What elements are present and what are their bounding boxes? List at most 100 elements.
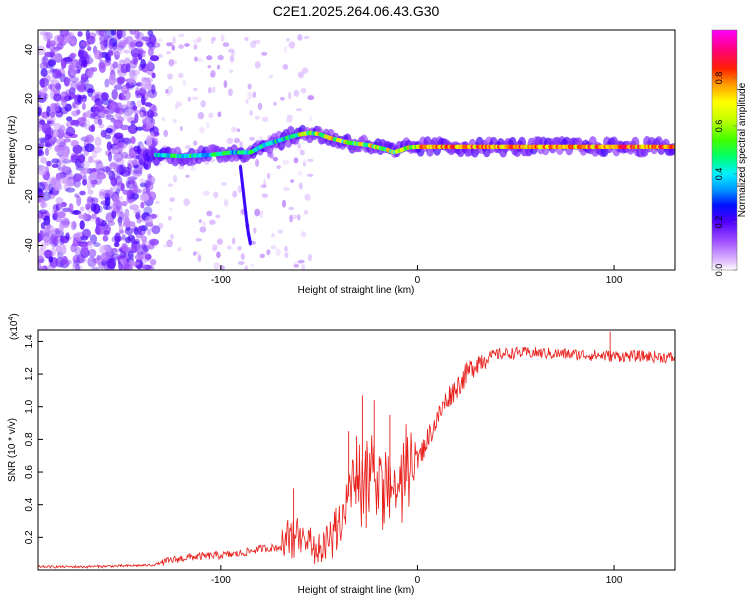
spectrogram-x-label: Height of straight line (km) [298,285,415,296]
spectrogram-cell [135,166,145,172]
spectrogram-cell [193,87,198,92]
spectrogram-cell [87,189,94,195]
spectrogram-cell [194,56,198,62]
spectrogram-cell [207,64,212,69]
spectrogram-cell [76,84,87,93]
spectrogram-cell [67,32,75,41]
spectrogram-cell [133,145,140,152]
spectrogram-cell [114,232,121,244]
spectrogram-cell [261,51,268,56]
spectrogram-cell [120,170,131,177]
colorbar-frame [711,29,738,271]
spectrogram-cell [255,158,260,167]
spectrogram-cell [135,126,144,131]
spectrogram-y-ticks: -40 -20 0 20 40 [24,44,43,253]
spectrogram-cell [86,196,92,206]
spectrogram-cell [88,125,95,132]
spectrogram-cell [91,150,98,159]
spectrogram-cell [66,116,73,122]
spectrogram-cell [81,145,87,152]
colorbar: 0.0 0.2 0.4 0.6 0.8 Normalized spectral ampl… [711,29,748,277]
spectrogram-cell [168,58,175,67]
spectrogram-cell [93,91,103,97]
spectrogram-cell [79,190,86,196]
spectrogram-cell [113,152,124,162]
spectrogram-cell [40,201,48,209]
spectrogram-cell [148,191,157,201]
spectrogram-cell [271,233,275,238]
spectrogram-cell [136,219,142,224]
spectrogram-cell [53,93,62,102]
spectrogram-cell [107,151,113,162]
spectrogram-cell [260,184,267,189]
spectrogram-cell [65,126,76,137]
spectrogram-cell [208,112,214,119]
spectrogram-cell [200,100,206,108]
spectrogram-cell [63,138,71,143]
spectrogram-cell [38,266,47,270]
spectrogram-cell [139,182,147,188]
colorbar-tick-label: 0.0 [714,264,724,277]
spectrogram-cell [276,165,282,170]
spectrogram-cell [129,60,138,69]
spectrogram-cell [226,245,232,250]
spectrogram-cell [245,99,249,104]
spectrogram-cell [249,110,253,116]
spectrogram-cell [139,178,146,184]
spectrogram-cell [144,102,153,107]
spectrogram-cell [244,37,249,41]
spectrogram-cell [98,51,103,63]
spectrogram-cell [74,161,85,169]
spectrogram-cell [57,160,68,167]
spectrogram-cell [151,72,156,79]
spectrogram-cell [38,165,48,176]
spectrogram-cell [47,69,54,74]
spectrogram-cell [179,126,183,132]
spectrogram-cell [155,41,160,49]
spectrogram-cell [96,255,102,261]
spectrogram-cell [145,62,154,71]
spectrogram-cell [71,242,80,247]
spectrogram-cell [107,51,114,57]
spectrogram-cell [114,107,120,114]
spectrogram-cell [43,215,51,227]
spectrogram-cell [38,106,42,116]
spectrogram-cell [302,158,307,166]
spectrogram-cell [106,141,112,151]
spectrogram-cell [77,49,84,58]
spectrogram-cell [115,188,120,195]
spectrogram-cell [132,70,138,81]
spectrogram-cell [116,181,125,192]
spectrogram-cell [91,266,100,270]
spectrogram-cell [53,122,62,130]
spectrogram-cell [43,31,51,42]
spectrogram-cell [53,180,62,191]
spectrogram-cell [53,210,58,218]
spectrogram-cell [44,210,49,216]
spectrogram-cell [127,176,138,181]
colorbar-gradient [712,30,737,270]
spectrogram-cell [231,50,236,56]
spectrogram-cell [60,150,68,158]
spectrogram-cell [135,41,144,48]
spectrogram-cell [197,57,204,63]
spectrogram-cell [72,258,78,268]
spectrogram-cell [282,187,290,191]
spectrogram-cell [72,173,83,182]
spectrogram-cell [59,221,65,231]
colorbar-tick-label: 0.8 [714,72,724,85]
spectrogram-cell [100,92,109,101]
spectrogram-cell [130,235,136,245]
spectrogram-cell [277,229,284,234]
spectrogram-cell [72,59,82,67]
spectrogram-frame [37,29,676,271]
x-tick-label: 0 [415,575,421,586]
spectrogram-cell [672,144,675,149]
spectrogram-cell [45,224,50,234]
spectrogram-cell [155,213,160,218]
spectrogram-cell [60,59,66,70]
spectrogram-cell [76,195,82,207]
spectrogram-cell [202,221,206,227]
spectrogram-cell [71,175,81,181]
spectrogram-cell [166,239,173,248]
